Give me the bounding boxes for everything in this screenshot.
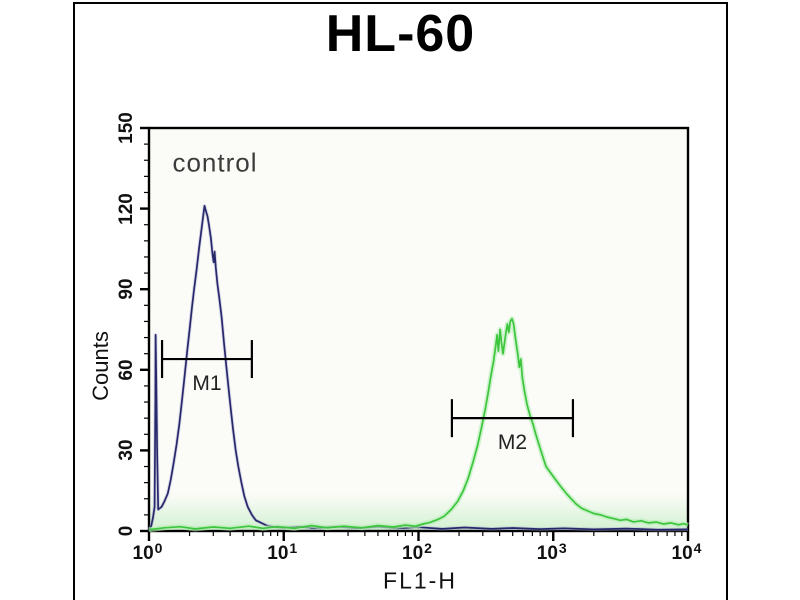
chart-title: HL-60 — [325, 5, 476, 63]
control-annotation: control — [172, 147, 258, 178]
x-tick-label: 103 — [536, 540, 567, 564]
x-tick-label: 104 — [671, 540, 702, 564]
x-tick-label: 100 — [132, 540, 163, 564]
x-tick-label: 101 — [267, 540, 298, 564]
plot-background — [149, 128, 688, 531]
y-tick-label: 30 — [116, 439, 137, 461]
y-tick-label: 0 — [116, 525, 137, 537]
y-tick-label: 120 — [116, 192, 137, 225]
stained-curve — [148, 317, 689, 531]
y-axis-title: Counts — [88, 331, 113, 401]
x-axis-title: FL1-H — [383, 567, 457, 594]
x-tick-label: 102 — [402, 540, 432, 564]
gate-label-m2: M2 — [497, 431, 528, 455]
y-tick-label: 150 — [116, 112, 137, 144]
plot-border — [147, 126, 690, 533]
y-tick-label: 60 — [116, 359, 137, 381]
y-tick-label: 90 — [116, 278, 137, 300]
gate-label-m1: M1 — [192, 372, 222, 396]
